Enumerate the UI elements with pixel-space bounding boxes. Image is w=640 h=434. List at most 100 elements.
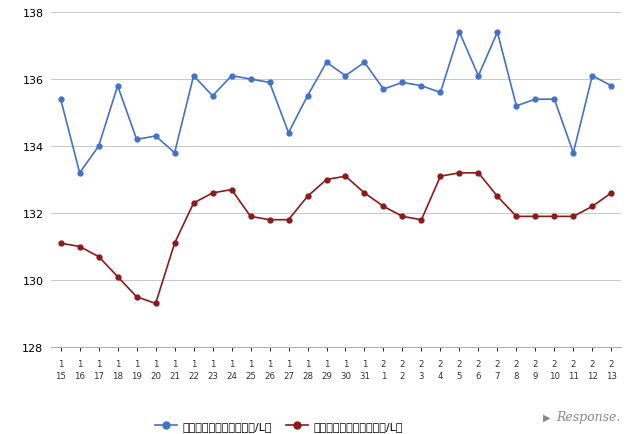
Text: 29: 29 [321, 371, 332, 380]
レギュラー実売価格（円/L） [246, 214, 254, 220]
Text: 2: 2 [400, 360, 405, 368]
Text: 1: 1 [96, 360, 101, 368]
レギュラー看板価格（円/L） [399, 81, 406, 86]
レギュラー看板価格（円/L） [493, 30, 501, 36]
Text: 2: 2 [400, 371, 405, 380]
Text: 3: 3 [419, 371, 424, 380]
Text: 9: 9 [532, 371, 538, 380]
Legend: レギュラー看板価格（円/L）, レギュラー実売価格（円/L）: レギュラー看板価格（円/L）, レギュラー実売価格（円/L） [150, 416, 408, 434]
Text: 21: 21 [169, 371, 180, 380]
レギュラー実売価格（円/L） [228, 187, 236, 193]
レギュラー実売価格（円/L） [417, 217, 425, 223]
レギュラー看板価格（円/L） [95, 144, 102, 149]
Text: 13: 13 [606, 371, 617, 380]
Text: 24: 24 [226, 371, 237, 380]
Text: 1: 1 [153, 360, 158, 368]
レギュラー実売価格（円/L） [189, 201, 197, 206]
レギュラー実売価格（円/L） [76, 244, 83, 250]
レギュラー看板価格（円/L） [474, 74, 483, 79]
レギュラー実売価格（円/L） [474, 171, 483, 176]
Text: 20: 20 [150, 371, 161, 380]
Text: 2: 2 [457, 360, 462, 368]
レギュラー実売価格（円/L） [95, 254, 102, 260]
Text: 15: 15 [55, 371, 66, 380]
レギュラー実売価格（円/L） [285, 217, 292, 223]
Text: 2: 2 [552, 360, 557, 368]
レギュラー実売価格（円/L） [114, 274, 122, 279]
Text: 2: 2 [514, 360, 519, 368]
レギュラー看板価格（円/L） [209, 94, 216, 99]
レギュラー実売価格（円/L） [361, 191, 369, 196]
レギュラー看板価格（円/L） [380, 87, 387, 92]
レギュラー看板価格（円/L） [342, 74, 349, 79]
レギュラー看板価格（円/L） [570, 151, 577, 156]
レギュラー実売価格（円/L） [57, 241, 65, 246]
Text: 11: 11 [568, 371, 579, 380]
レギュラー看板価格（円/L） [285, 131, 292, 136]
Text: 23: 23 [207, 371, 218, 380]
Text: 1: 1 [324, 360, 329, 368]
Text: 1: 1 [115, 360, 120, 368]
Text: 2: 2 [381, 360, 386, 368]
Text: 1: 1 [362, 360, 367, 368]
Text: 2: 2 [476, 360, 481, 368]
Text: 19: 19 [131, 371, 142, 380]
Text: 2: 2 [438, 360, 443, 368]
Text: 2: 2 [589, 360, 595, 368]
Text: 26: 26 [264, 371, 275, 380]
レギュラー実売価格（円/L） [303, 194, 311, 200]
レギュラー看板価格（円/L） [531, 97, 539, 102]
レギュラー実売価格（円/L） [152, 301, 159, 306]
レギュラー看板価格（円/L） [189, 74, 197, 79]
レギュラー看板価格（円/L） [152, 134, 159, 139]
レギュラー看板価格（円/L） [361, 61, 369, 66]
Text: 2: 2 [419, 360, 424, 368]
Text: 1: 1 [381, 371, 386, 380]
レギュラー実売価格（円/L） [342, 174, 349, 179]
Text: 18: 18 [112, 371, 123, 380]
レギュラー看板価格（円/L） [57, 97, 65, 102]
レギュラー看板価格（円/L） [76, 171, 83, 176]
レギュラー看板価格（円/L） [171, 151, 179, 156]
Text: 1: 1 [305, 360, 310, 368]
Line: レギュラー看板価格（円/L）: レギュラー看板価格（円/L） [58, 31, 614, 176]
レギュラー看板価格（円/L） [246, 77, 254, 82]
Text: 2: 2 [609, 360, 614, 368]
Text: 10: 10 [549, 371, 560, 380]
レギュラー看板価格（円/L） [550, 97, 558, 102]
Text: 22: 22 [188, 371, 199, 380]
レギュラー実売価格（円/L） [380, 204, 387, 210]
Text: 31: 31 [359, 371, 370, 380]
Text: Response.: Response. [557, 410, 621, 423]
Text: 1: 1 [248, 360, 253, 368]
Text: 4: 4 [438, 371, 443, 380]
レギュラー看板価格（円/L） [513, 104, 520, 109]
Text: 1: 1 [210, 360, 215, 368]
レギュラー看板価格（円/L） [417, 84, 425, 89]
レギュラー看板価格（円/L） [607, 84, 615, 89]
Text: 2: 2 [495, 360, 500, 368]
Text: 2: 2 [532, 360, 538, 368]
Text: 2: 2 [571, 360, 576, 368]
レギュラー実売価格（円/L） [323, 178, 330, 183]
レギュラー実売価格（円/L） [589, 204, 596, 210]
Text: 8: 8 [514, 371, 519, 380]
レギュラー看板価格（円/L） [589, 74, 596, 79]
Text: 16: 16 [74, 371, 85, 380]
レギュラー実売価格（円/L） [550, 214, 558, 220]
レギュラー実売価格（円/L） [513, 214, 520, 220]
レギュラー看板価格（円/L） [303, 94, 311, 99]
Line: レギュラー実売価格（円/L）: レギュラー実売価格（円/L） [58, 171, 614, 306]
Text: 1: 1 [134, 360, 140, 368]
Text: 1: 1 [191, 360, 196, 368]
レギュラー看板価格（円/L） [114, 84, 122, 89]
レギュラー実売価格（円/L） [171, 241, 179, 246]
Text: 12: 12 [587, 371, 598, 380]
レギュラー実売価格（円/L） [531, 214, 539, 220]
Text: 7: 7 [495, 371, 500, 380]
レギュラー実売価格（円/L） [399, 214, 406, 220]
Text: ▶: ▶ [543, 412, 551, 421]
レギュラー実売価格（円/L） [133, 294, 141, 299]
レギュラー看板価格（円/L） [436, 91, 444, 96]
Text: 5: 5 [457, 371, 462, 380]
